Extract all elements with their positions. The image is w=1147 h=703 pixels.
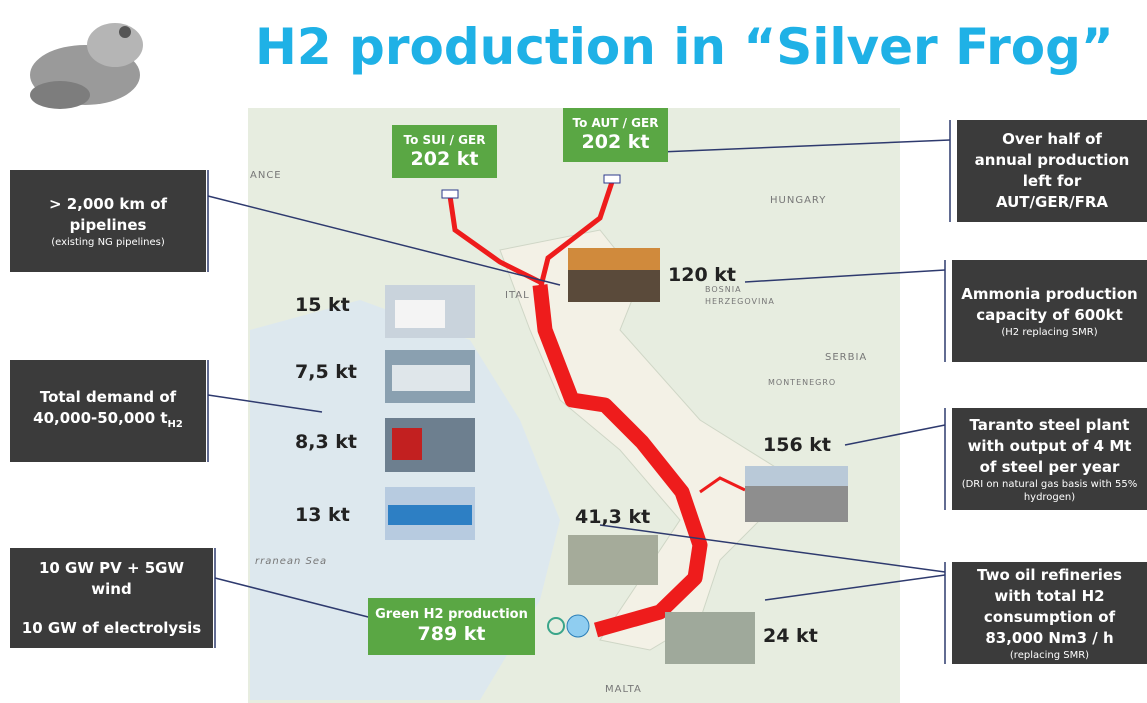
info-box: Total demand of 40,000-50,000 tH2	[10, 360, 206, 462]
info-box: Ammonia production capacity of 600kt (H2…	[952, 260, 1147, 362]
box-text: Taranto steel plant with output of 4 Mt …	[960, 415, 1139, 478]
photo-sky	[745, 466, 848, 486]
map-label: SERBIA	[825, 352, 867, 363]
map-label: MALTA	[605, 684, 642, 695]
map-label: rranean Sea	[255, 556, 327, 567]
box-text: > 2,000 km of pipelines	[18, 194, 198, 236]
box-text: Over half of annual production left for …	[971, 129, 1133, 213]
site-amount: 156 kt	[763, 434, 831, 456]
info-box: Taranto steel plant with output of 4 Mt …	[952, 408, 1147, 510]
map-label: HERZEGOVINA	[705, 297, 775, 306]
subscript: H2	[168, 419, 183, 430]
export-label: To AUT / GER	[563, 116, 668, 130]
map-label: MONTENEGRO	[768, 378, 836, 387]
photo-refinery	[665, 612, 755, 664]
map-label: ITAL	[505, 290, 530, 301]
train	[388, 505, 472, 525]
export-box: To AUT / GER 202 kt	[563, 108, 668, 162]
info-box: Two oil refineries with total H2 consump…	[952, 562, 1147, 664]
photo-sky	[568, 248, 660, 270]
valve	[604, 175, 620, 183]
frog-image	[30, 23, 143, 109]
bus	[392, 365, 470, 391]
valve	[442, 190, 458, 198]
mobility-amount: 15 kt	[295, 294, 350, 316]
production-amount: 789 kt	[368, 622, 535, 646]
export-box: To SUI / GER 202 kt	[392, 125, 497, 178]
export-amount: 202 kt	[563, 130, 668, 154]
map-label: HUNGARY	[770, 195, 826, 206]
van	[395, 300, 445, 328]
export-label: To SUI / GER	[392, 133, 497, 147]
map-label: ANCE	[250, 170, 282, 181]
site-amount: 24 kt	[763, 625, 818, 647]
truck	[392, 428, 422, 460]
box-text: Total demand of 40,000-50,000 tH2	[18, 387, 198, 435]
export-amount: 202 kt	[392, 147, 497, 171]
mobility-amount: 7,5 kt	[295, 361, 357, 383]
box-note: (H2 replacing SMR)	[960, 326, 1139, 339]
info-box: > 2,000 km of pipelines (existing NG pip…	[10, 170, 206, 272]
box-note: (DRI on natural gas basis with 55% hydro…	[960, 478, 1139, 504]
box-text: Ammonia production capacity of 600kt	[960, 284, 1139, 326]
box-text: Two oil refineries with total H2 consump…	[960, 565, 1139, 649]
site-amount: 41,3 kt	[575, 506, 650, 528]
mobility-amount: 13 kt	[295, 504, 350, 526]
mobility-amount: 8,3 kt	[295, 431, 357, 453]
production-box: Green H2 production 789 kt	[368, 598, 535, 655]
box-text: 10 GW PV + 5GW wind	[18, 558, 205, 600]
info-box: 10 GW PV + 5GW wind 10 GW of electrolysi…	[10, 548, 213, 648]
info-box: Over half of annual production left for …	[957, 120, 1147, 222]
box-note: (existing NG pipelines)	[18, 236, 198, 249]
title: H2 production in “Silver Frog”	[255, 18, 1114, 76]
box-text: 10 GW of electrolysis	[18, 618, 205, 639]
slide: H2 production in “Silver Frog” To SUI / …	[0, 0, 1147, 703]
box-text: Total demand of 40,000-50,000 t	[33, 388, 176, 427]
box-note: (replacing SMR)	[960, 649, 1139, 662]
photo-refinery	[568, 535, 658, 585]
map-label: BOSNIA	[705, 285, 742, 294]
production-label: Green H2 production	[368, 607, 535, 622]
site-amount: 120 kt	[668, 264, 736, 286]
